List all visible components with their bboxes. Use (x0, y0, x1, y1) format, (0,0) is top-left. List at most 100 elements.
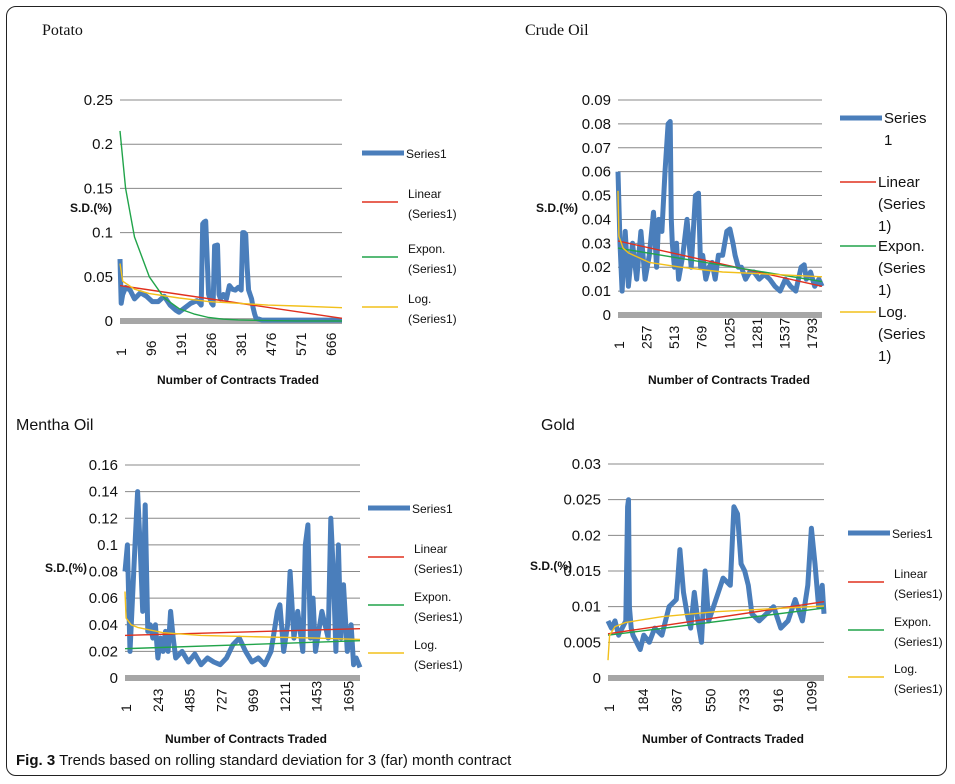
y-tick-label: 0.04 (89, 617, 118, 634)
figure-caption: Fig. 3 Trends based on rolling standard … (16, 752, 511, 769)
y-tick-label: 0.02 (89, 643, 118, 660)
y-tick-label: 0 (110, 670, 118, 687)
series-line-log (607, 605, 825, 661)
y-tick-label: 0.03 (572, 456, 601, 473)
x-tick-label: 513 (666, 325, 682, 349)
chart-title: Potato (42, 22, 83, 39)
x-axis-label: Number of Contracts Traded (642, 732, 804, 746)
x-axis (120, 318, 342, 324)
y-tick-label: 0.08 (582, 116, 611, 133)
series-line-series (117, 218, 342, 323)
series-line-series (605, 497, 827, 652)
series-line-expon (607, 607, 825, 636)
legend-label-expon: Expon.(Series1) (408, 242, 457, 276)
x-tick-label: 286 (203, 332, 219, 356)
y-tick-label: 0 (603, 307, 611, 324)
series-line-linear (119, 284, 343, 319)
legend-label-series: Series1 (406, 147, 447, 161)
x-tick-label: 191 (173, 332, 189, 356)
y-tick-label: 0.15 (84, 180, 113, 197)
x-tick-label: 1695 (340, 681, 356, 712)
chart-title: Gold (541, 417, 575, 434)
y-tick-label: 0.06 (582, 164, 611, 181)
x-axis (608, 675, 824, 681)
x-tick-label: 769 (694, 325, 710, 349)
x-axis (125, 675, 360, 681)
chart-panel-2: Mentha Oil 0 0.02 0.04 0.06 0.08 0.1 0.12 0.14 0.… (16, 417, 463, 746)
legend-label-log: Log.(Series1) (894, 662, 943, 696)
y-tick-label: 0.015 (563, 563, 601, 580)
x-tick-label: 1 (113, 348, 129, 356)
legend-label-series: Series1 (892, 527, 933, 541)
legend-label-linear: Linear(Series1) (894, 567, 943, 601)
x-tick-label: 666 (323, 332, 339, 356)
x-tick-label: 243 (150, 688, 166, 712)
x-tick-label: 727 (213, 688, 229, 712)
y-tick-label: 0.16 (89, 457, 118, 474)
y-tick-label: 0.25 (84, 92, 113, 109)
chart-panel-0: Potato 0 0.05 0.1 0.15 0.2 0.25 1 96 191 286 381 476… (42, 22, 457, 387)
y-tick-label: 0.02 (582, 259, 611, 276)
y-tick-label: 0.1 (92, 225, 113, 242)
legend-label-linear: Linear(Series1) (408, 187, 457, 221)
y-axis-label: S.D.(%) (530, 559, 572, 573)
x-tick-label: 1793 (804, 318, 820, 349)
y-tick-label: 0.09 (582, 92, 611, 109)
x-tick-label: 733 (736, 688, 752, 712)
x-tick-label: 1537 (776, 318, 792, 349)
x-tick-label: 257 (639, 325, 655, 349)
chart-panel-1: Crude Oil 0 0.01 0.02 0.03 0.04 0.05 0.06 0.07 0.… (525, 22, 927, 387)
x-tick-label: 1025 (721, 318, 737, 349)
series-line-log (617, 190, 823, 278)
caption-text: Trends based on rolling standard deviati… (59, 752, 512, 769)
legend-label-log: Log.(Series1) (414, 638, 463, 672)
y-axis-label: S.D.(%) (70, 201, 112, 215)
y-tick-label: 0.01 (572, 599, 601, 616)
x-axis-label: Number of Contracts Traded (165, 732, 327, 746)
y-tick-label: 0 (105, 313, 113, 330)
x-tick-label: 1281 (749, 318, 765, 349)
x-tick-label: 485 (182, 688, 198, 712)
chart-panel-3: Gold 0 0.005 0.01 0.015 0.02 0.025 0.03 1 184 367 5… (530, 417, 943, 746)
y-tick-label: 0.02 (572, 527, 601, 544)
series-line-log (124, 591, 361, 641)
x-tick-label: 1 (611, 341, 627, 349)
y-tick-label: 0.2 (92, 136, 113, 153)
series-line-linear (124, 628, 361, 637)
x-axis (618, 312, 822, 318)
y-tick-label: 0 (593, 670, 601, 687)
series-line-log (119, 263, 343, 309)
series-line-linear (617, 240, 823, 287)
x-tick-label: 381 (233, 332, 249, 356)
x-tick-label: 571 (293, 332, 309, 356)
x-tick-label: 1453 (309, 681, 325, 712)
x-tick-label: 916 (770, 688, 786, 712)
y-tick-label: 0.08 (89, 564, 118, 581)
x-tick-label: 1211 (277, 682, 293, 712)
y-tick-label: 0.01 (582, 283, 611, 300)
y-tick-label: 0.06 (89, 590, 118, 607)
y-tick-label: 0.04 (582, 211, 611, 228)
figure-frame (6, 6, 947, 776)
y-tick-label: 0.07 (582, 140, 611, 157)
x-tick-label: 476 (263, 332, 279, 356)
chart-title: Mentha Oil (16, 417, 93, 434)
chart-title: Crude Oil (525, 22, 589, 39)
x-axis-label: Number of Contracts Traded (648, 373, 810, 387)
y-tick-label: 0.03 (582, 235, 611, 252)
legend-label-expon: Expon.(Series1) (894, 615, 943, 649)
series-line-expon (617, 247, 823, 283)
y-tick-label: 0.05 (582, 188, 611, 205)
series-line-linear (607, 601, 825, 635)
x-tick-label: 1099 (804, 681, 820, 712)
y-axis-label: S.D.(%) (45, 561, 87, 575)
series-line-expon (124, 640, 361, 650)
x-tick-label: 1 (601, 704, 617, 712)
x-tick-label: 1 (118, 704, 134, 712)
legend-label-expon: Expon.(Series1) (414, 590, 463, 624)
